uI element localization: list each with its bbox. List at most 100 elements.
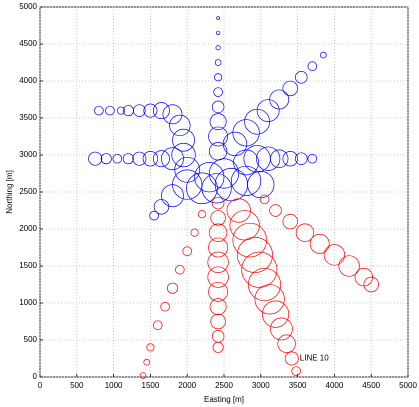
bubble bbox=[236, 236, 273, 273]
bubble bbox=[175, 264, 185, 275]
bubble bbox=[282, 150, 298, 167]
x-tick-label: 2000 bbox=[178, 381, 196, 390]
bubble bbox=[247, 171, 275, 199]
x-tick-label: 4500 bbox=[362, 381, 380, 390]
bubble bbox=[214, 59, 222, 66]
bubble bbox=[210, 313, 226, 330]
y-tick-label: 3000 bbox=[19, 150, 37, 159]
bubble bbox=[254, 284, 285, 315]
bubble bbox=[139, 372, 147, 379]
bubble bbox=[133, 104, 146, 117]
bubble bbox=[116, 106, 125, 115]
annotation: LINE 10 bbox=[300, 354, 329, 363]
bubble bbox=[88, 151, 103, 166]
x-tick-label: 3500 bbox=[289, 381, 307, 390]
bubble bbox=[277, 334, 296, 353]
bubble bbox=[143, 358, 151, 366]
bubble bbox=[309, 233, 330, 254]
bubble bbox=[161, 147, 184, 171]
bubble bbox=[152, 320, 163, 330]
bubble bbox=[208, 223, 228, 242]
bubble bbox=[161, 184, 184, 208]
bubble bbox=[295, 71, 308, 84]
bubble bbox=[122, 153, 134, 165]
bubble bbox=[215, 30, 221, 36]
bubble bbox=[211, 100, 225, 114]
bubble bbox=[186, 172, 218, 205]
bubble bbox=[269, 204, 282, 217]
x-tick-label: 3000 bbox=[252, 381, 270, 390]
y-tick-label: 1000 bbox=[19, 298, 37, 307]
bubble bbox=[142, 150, 159, 167]
bubble bbox=[222, 131, 248, 157]
bubble bbox=[214, 73, 223, 82]
bubble bbox=[201, 173, 232, 204]
y-tick-label: 3500 bbox=[19, 113, 37, 122]
bubble bbox=[160, 301, 170, 312]
x-tick-label: 2500 bbox=[215, 381, 233, 390]
bubble bbox=[94, 105, 104, 116]
bubble bbox=[153, 199, 170, 215]
bubble bbox=[284, 351, 299, 366]
y-axis-label: Northing [m] bbox=[5, 170, 14, 214]
bubble bbox=[291, 366, 301, 376]
bubble bbox=[172, 128, 195, 152]
bubble bbox=[208, 126, 229, 147]
bubble bbox=[215, 45, 221, 51]
bubble bbox=[244, 108, 270, 135]
bubble bbox=[363, 276, 379, 293]
x-axis-label: Easting [m] bbox=[204, 395, 244, 404]
y-tick-label: 2000 bbox=[19, 224, 37, 233]
bubble bbox=[213, 87, 223, 97]
bubble bbox=[100, 153, 112, 165]
bubble bbox=[295, 152, 308, 165]
bubble bbox=[320, 51, 327, 59]
y-tick-label: 500 bbox=[24, 335, 38, 344]
bubble bbox=[208, 158, 240, 189]
bubble bbox=[256, 99, 280, 122]
bubble bbox=[207, 251, 229, 273]
y-tick-label: 5000 bbox=[19, 2, 37, 11]
bubble bbox=[209, 298, 227, 316]
bubble bbox=[231, 165, 262, 196]
x-tick-label: 1500 bbox=[142, 381, 160, 390]
bubble bbox=[143, 103, 158, 118]
bubble bbox=[209, 113, 227, 131]
x-tick-label: 4000 bbox=[326, 381, 344, 390]
bubble bbox=[282, 80, 298, 97]
bubble bbox=[166, 282, 178, 294]
bubble bbox=[212, 341, 224, 353]
bubble bbox=[146, 343, 155, 352]
bubble bbox=[208, 281, 229, 302]
bubble bbox=[241, 251, 278, 288]
bubble bbox=[256, 146, 281, 171]
bubble bbox=[208, 237, 229, 258]
bubble bbox=[132, 151, 147, 166]
y-tick-label: 4500 bbox=[19, 39, 37, 48]
bubble bbox=[247, 267, 282, 302]
y-tick-label: 4000 bbox=[19, 76, 37, 85]
bubble bbox=[211, 196, 225, 210]
bubble bbox=[338, 255, 360, 277]
bubble bbox=[323, 244, 346, 266]
bubble bbox=[152, 150, 170, 168]
bubble bbox=[169, 114, 191, 137]
y-tick-label: 0 bbox=[33, 372, 38, 381]
bubble bbox=[232, 222, 268, 258]
bubble bbox=[112, 153, 123, 164]
bubble bbox=[216, 16, 220, 20]
bubble bbox=[229, 210, 260, 241]
y-tick-label: 1500 bbox=[19, 261, 37, 270]
x-tick-label: 0 bbox=[38, 381, 43, 390]
x-tick-label: 1000 bbox=[105, 381, 123, 390]
bubble bbox=[149, 210, 159, 221]
bubble bbox=[210, 210, 226, 226]
bubble bbox=[197, 210, 206, 219]
bubble bbox=[270, 317, 293, 341]
bubble bbox=[171, 142, 196, 168]
bubble bbox=[162, 104, 183, 125]
bubble bbox=[182, 246, 192, 256]
bubble bbox=[282, 213, 298, 230]
bubble bbox=[232, 119, 260, 147]
